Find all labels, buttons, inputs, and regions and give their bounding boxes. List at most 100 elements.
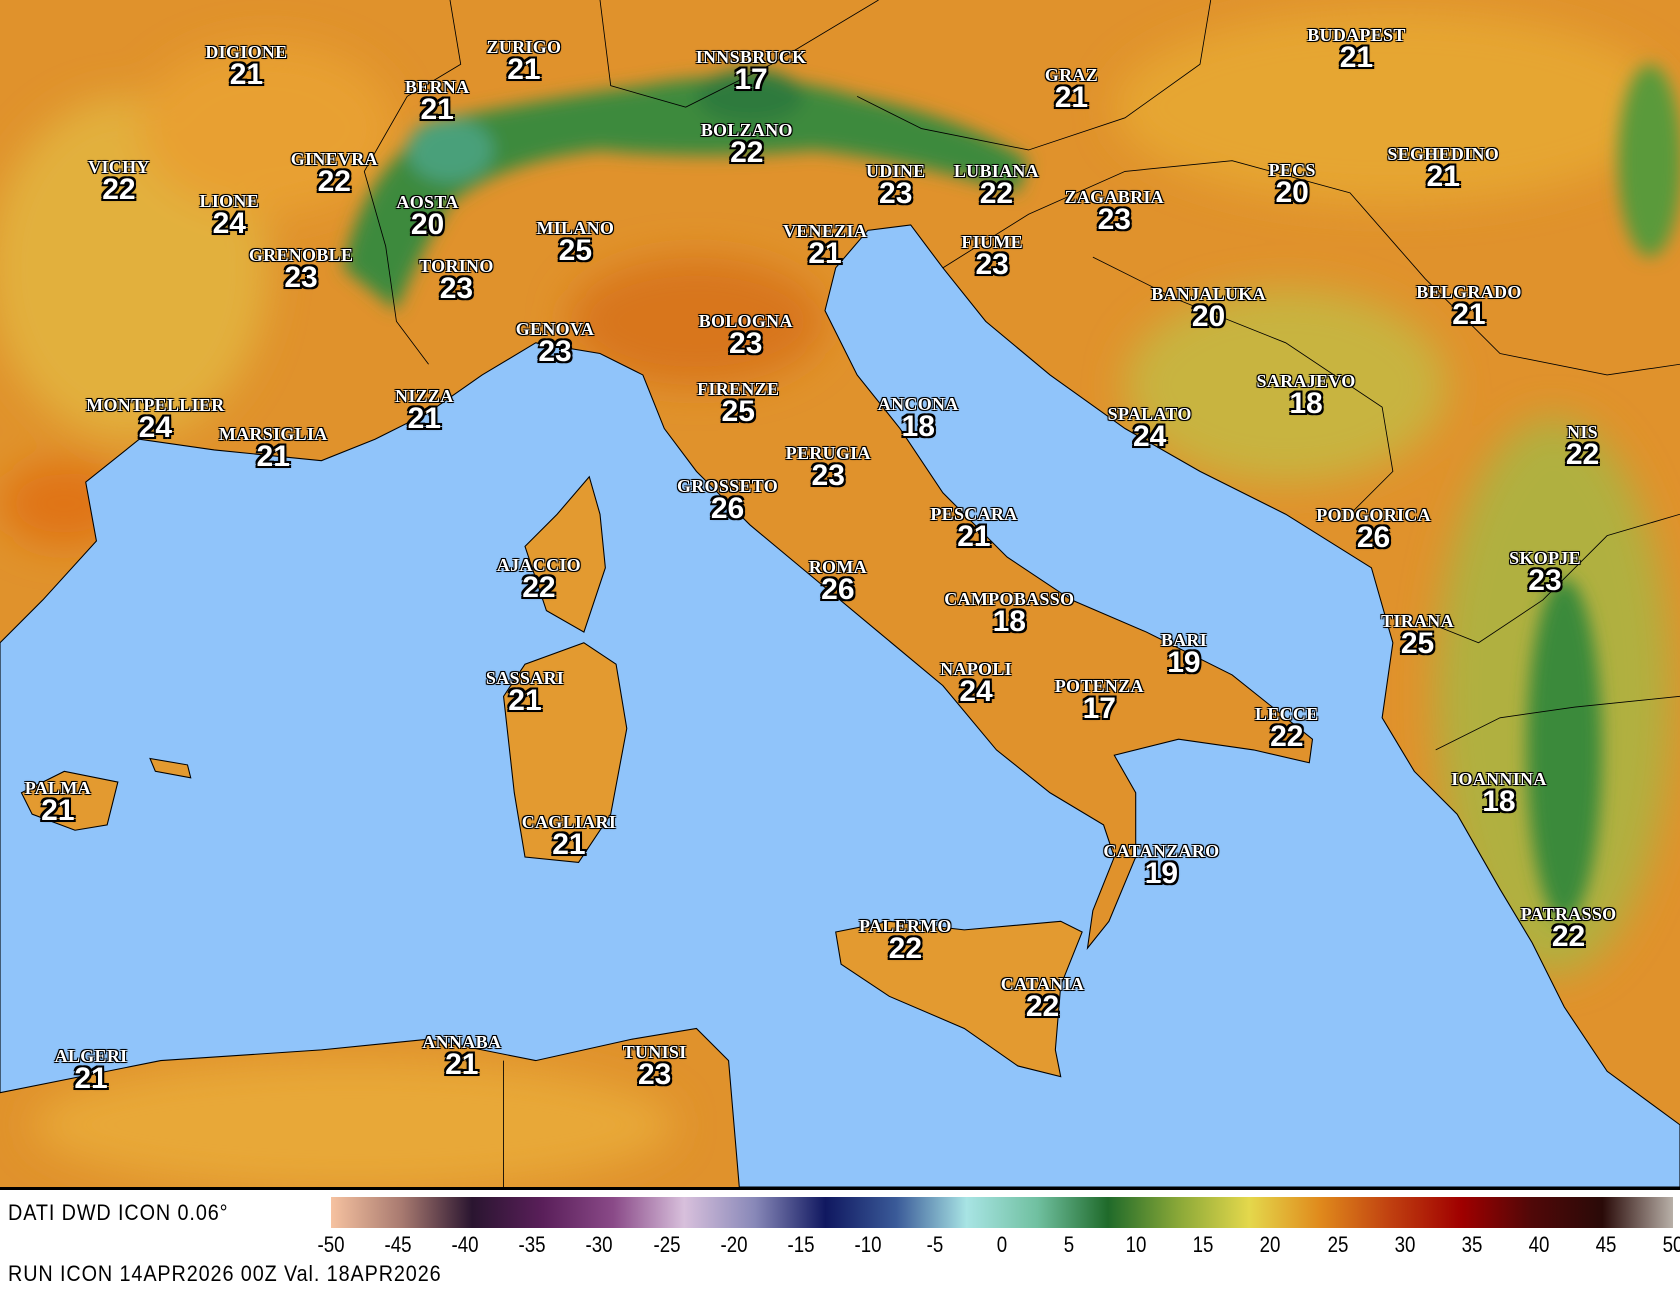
city-name: NIZZA — [395, 385, 454, 406]
city-name: BUDAPEST — [1307, 24, 1406, 45]
city-name: SEGHEDINO — [1387, 143, 1500, 164]
alps-shading — [342, 64, 1680, 922]
run-info-label: RUN ICON 14APR2026 00Z Val. 18APR2026 — [8, 1261, 442, 1286]
colorbar-tick-label: 40 — [1528, 1232, 1550, 1257]
city-name: VICHY — [88, 156, 150, 177]
city-name: ZURIGO — [486, 36, 562, 57]
colorbar-tick-label: 20 — [1259, 1232, 1281, 1257]
city-label-bologna: BOLOGNA 23 — [699, 312, 793, 359]
city-temperature: 22 — [1565, 438, 1600, 472]
corsica — [524, 475, 606, 633]
city-label-potenza: POTENZA 17 — [1055, 677, 1144, 724]
city-label-budapest: BUDAPEST 21 — [1307, 26, 1405, 73]
city-label-cagliari: CAGLIARI 21 — [522, 813, 616, 860]
city-label-perugia: PERUGIA 23 — [786, 444, 871, 491]
city-name: GENOVA — [515, 319, 595, 340]
city-temperature: 21 — [507, 52, 541, 86]
islands — [20, 475, 1083, 1078]
colorbar-tick-label: 45 — [1595, 1232, 1617, 1257]
colorbar-tick-label: 30 — [1394, 1232, 1415, 1257]
city-label-udine: UDINE 23 — [866, 162, 926, 209]
city-temperature: 25 — [558, 233, 593, 267]
city-temperature: 21 — [74, 1061, 108, 1095]
city-temperature: 21 — [808, 236, 842, 270]
colorbar-tick-label: 5 — [1063, 1232, 1075, 1257]
city-label-graz: GRAZ 21 — [1045, 66, 1098, 113]
colorbar-tick-label: -25 — [652, 1232, 681, 1257]
colorbar-tick-label: -5 — [926, 1232, 944, 1257]
city-temperature: 24 — [959, 675, 993, 708]
city-name: TIRANA — [1381, 610, 1454, 631]
city-name: BERNA — [404, 77, 470, 98]
city-name: CAGLIARI — [521, 812, 617, 833]
city-name: PODGORICA — [1316, 504, 1431, 525]
city-name: NIS — [1567, 422, 1598, 443]
city-label-roma: ROMA 26 — [809, 558, 867, 605]
city-label-innsbruck: INNSBRUCK 17 — [696, 48, 807, 95]
city-label-pecs: PECS 20 — [1269, 161, 1316, 208]
menorca — [149, 757, 192, 779]
city-name: CATANZARO — [1103, 841, 1220, 862]
city-label-lubiana: LUBIANA 22 — [954, 162, 1039, 209]
data-source-label: DATI DWD ICON 0.06° — [8, 1200, 229, 1225]
city-temperature: 23 — [284, 261, 318, 295]
city-temperature: 25 — [1400, 626, 1435, 660]
city-temperature: 18 — [992, 605, 1026, 639]
city-name: GROSSETO — [676, 475, 779, 496]
city-temperature: 23 — [439, 272, 474, 306]
city-temperature: 20 — [410, 207, 445, 241]
colorbar-tick-label: -50 — [317, 1232, 345, 1257]
city-temperature: 17 — [1082, 692, 1116, 726]
city-temperature: 22 — [979, 176, 1014, 210]
city-temperature: 23 — [538, 335, 572, 369]
city-temperature: 22 — [888, 932, 923, 966]
city-temperature: 24 — [1132, 420, 1167, 453]
city-label-annaba: ANNABA 21 — [422, 1033, 501, 1080]
city-label-tunisi: TUNISI 23 — [623, 1043, 687, 1090]
city-name: BELGRADO — [1416, 281, 1522, 302]
city-temperature: 22 — [317, 165, 351, 198]
city-name: NAPOLI — [940, 659, 1012, 679]
city-name: SASSARI — [485, 667, 565, 688]
colorbar-tick-label: 0 — [996, 1232, 1008, 1257]
city-label-pescara: PESCARA 21 — [930, 505, 1017, 552]
colorbar-tick-label: -35 — [518, 1232, 546, 1257]
city-temperature: 22 — [730, 136, 764, 170]
city-label-ancona: ANCONA 18 — [878, 395, 959, 442]
city-temperature: 21 — [407, 401, 441, 435]
city-name: FIRENZE — [697, 379, 780, 400]
colorbar-tick-label: -30 — [585, 1232, 613, 1257]
city-label-catania: CATANIA 22 — [1001, 975, 1084, 1022]
city-label-grosseto: GROSSETO 26 — [677, 477, 778, 524]
city-name: POTENZA — [1054, 676, 1144, 697]
city-label-lione: LIONE 24 — [200, 192, 260, 239]
city-temperature: 21 — [41, 793, 75, 827]
city-temperature: 21 — [1054, 81, 1089, 115]
city-temperature: 19 — [1167, 646, 1201, 680]
colorbar-tick-label: 10 — [1125, 1232, 1147, 1257]
city-name: TUNISI — [622, 1041, 687, 1062]
city-temperature: 22 — [522, 571, 556, 605]
city-label-milano: MILANO 25 — [536, 219, 614, 266]
city-label-ioannina: IOANNINA 18 — [1451, 770, 1546, 817]
city-label-torino: TORINO 23 — [419, 257, 494, 304]
city-temperature: 26 — [821, 573, 855, 607]
colorbar-tick-label: -15 — [787, 1232, 815, 1257]
city-label-sassari: SASSARI 21 — [486, 669, 564, 716]
city-temperature: 18 — [1482, 785, 1516, 819]
city-name: BARI — [1160, 630, 1208, 651]
city-temperature: 22 — [1270, 720, 1304, 753]
city-label-aosta: AOSTA 20 — [396, 193, 458, 240]
city-label-bolzano: BOLZANO 22 — [701, 121, 793, 168]
city-label-palma: PALMA 21 — [25, 779, 91, 826]
city-temperature: 23 — [811, 458, 845, 492]
city-temperature: 21 — [508, 683, 542, 717]
city-label-berna: BERNA 21 — [405, 78, 470, 125]
city-label-tirana: TIRANA 25 — [1381, 612, 1454, 659]
city-name: FIUME — [961, 231, 1023, 252]
city-name: PALERMO — [858, 916, 952, 937]
city-temperature: 25 — [721, 395, 755, 429]
city-label-zagabria: ZAGABRIA 23 — [1065, 188, 1164, 235]
city-temperature: 18 — [1289, 386, 1323, 420]
city-label-belgrado: BELGRADO 21 — [1416, 283, 1521, 330]
